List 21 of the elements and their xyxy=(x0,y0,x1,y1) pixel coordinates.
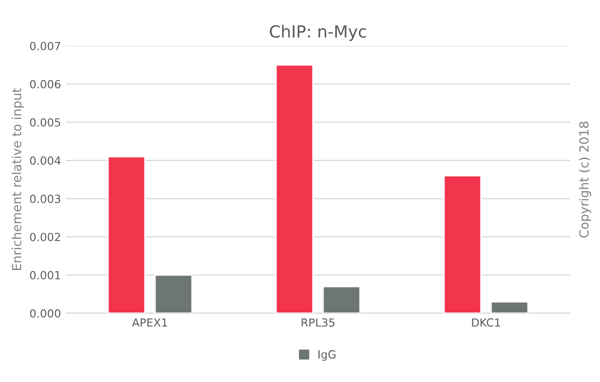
y-tick-label: 0.005 xyxy=(30,118,60,127)
bar xyxy=(154,274,193,314)
y-tick-label: 0.006 xyxy=(30,80,60,88)
y-tick-label: 0.000 xyxy=(30,309,60,318)
y-tick-label: 0.002 xyxy=(30,232,60,242)
x-tick-label: APEX1 xyxy=(132,318,167,327)
x-tick-label: DKC1 xyxy=(472,318,500,327)
y-tick-label: 0.001 xyxy=(30,271,60,280)
bar xyxy=(322,286,361,314)
legend-label: IgG xyxy=(318,350,336,361)
bar xyxy=(443,175,482,314)
y-tick-label: 0.004 xyxy=(30,156,61,165)
text: Copyright (c) 2018 xyxy=(578,122,592,238)
y-axis-title: Enrichement relative to input xyxy=(12,88,24,270)
y-tick-label: 0.007 xyxy=(30,42,60,50)
bar xyxy=(275,64,314,314)
bar xyxy=(107,156,146,314)
y-tick-label: 0.003 xyxy=(30,194,60,204)
bar xyxy=(490,301,529,314)
x-tick-label: RPL35 xyxy=(302,318,334,327)
chart-title: ChIP: n-Myc xyxy=(270,24,366,41)
